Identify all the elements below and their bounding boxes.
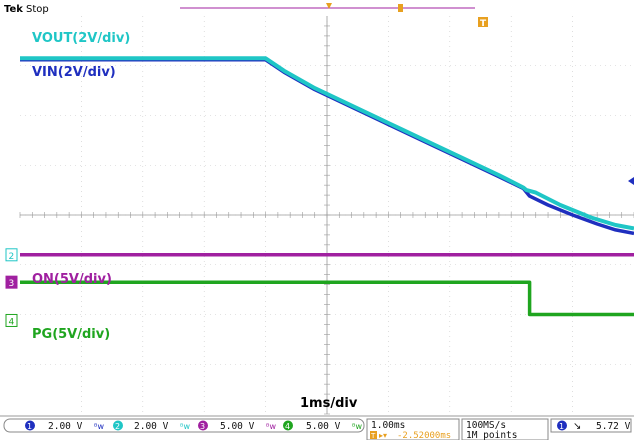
svg-text:3: 3 [200,422,205,431]
vout-label: VOUT(2V/div) [32,31,130,46]
svg-text:ᴮw: ᴮw [180,422,190,431]
svg-text:ᴮw: ᴮw [352,422,362,431]
status-bar: 1 2.00 V ᴮw 2 2.00 V ᴮw 3 5.00 V ᴮw 4 5.… [0,415,634,440]
svg-text:5.00 V: 5.00 V [306,421,341,432]
svg-text:-2.52000ms: -2.52000ms [397,431,451,440]
timebase-label: 1ms/div [300,396,358,411]
acquisition-readout[interactable]: 100MS/s 1M points [461,418,549,440]
graticule [19,16,634,415]
ch4-scale[interactable]: 4 5.00 V ᴮw [283,420,362,433]
svg-text:2.00 V: 2.00 V [134,421,169,432]
svg-text:1: 1 [27,422,32,431]
svg-text:4: 4 [9,317,15,327]
record-view-marker [398,4,403,12]
svg-text:5.00 V: 5.00 V [220,421,255,432]
run-state-label: Stop [26,4,49,15]
trace-pg [20,280,634,317]
svg-text:2.00 V: 2.00 V [48,421,83,432]
svg-text:1.00ms: 1.00ms [371,420,405,431]
on-label: ON(5V/div) [32,272,112,287]
svg-text:2: 2 [115,422,120,431]
trigger-level-arrow[interactable] [628,177,634,185]
trace-vout [20,56,634,231]
svg-text:4: 4 [285,422,290,431]
ch2-scale[interactable]: 2 2.00 V ᴮw [113,420,190,433]
ground-marker-ch2[interactable]: 2 [5,248,18,262]
svg-text:T: T [480,19,487,29]
svg-text:T: T [370,432,376,440]
horizontal-readout[interactable]: 1.00ms T ▸▾ -2.52000ms [366,418,460,440]
svg-text:1: 1 [559,422,564,431]
traces [20,56,634,317]
svg-text:3: 3 [9,279,15,289]
falling-edge-icon: ↘ [573,421,581,432]
ch3-scale[interactable]: 3 5.00 V ᴮw [198,420,276,433]
svg-text:ᴮw: ᴮw [94,422,104,431]
svg-text:2: 2 [9,252,15,262]
ground-marker-ch4[interactable]: 4 [5,313,18,327]
trigger-position-marker[interactable]: T [478,17,488,29]
ground-markers: 2 3 4 [5,248,18,327]
record-center-marker [326,3,332,9]
svg-text:1M points: 1M points [466,430,517,440]
pg-label: PG(5V/div) [32,327,110,342]
svg-text:5.72 V: 5.72 V [596,421,631,432]
ground-marker-ch3[interactable]: 3 [5,275,18,289]
vin-label: VIN(2V/div) [32,65,116,80]
svg-text:100MS/s: 100MS/s [466,420,506,431]
ch1-scale[interactable]: 1 2.00 V ᴮw [3,418,365,433]
trigger-readout[interactable]: 1 ↘ 5.72 V [550,418,632,433]
svg-text:▸▾: ▸▾ [379,431,387,440]
brand-label: Tek [4,4,23,15]
svg-text:ᴮw: ᴮw [266,422,276,431]
